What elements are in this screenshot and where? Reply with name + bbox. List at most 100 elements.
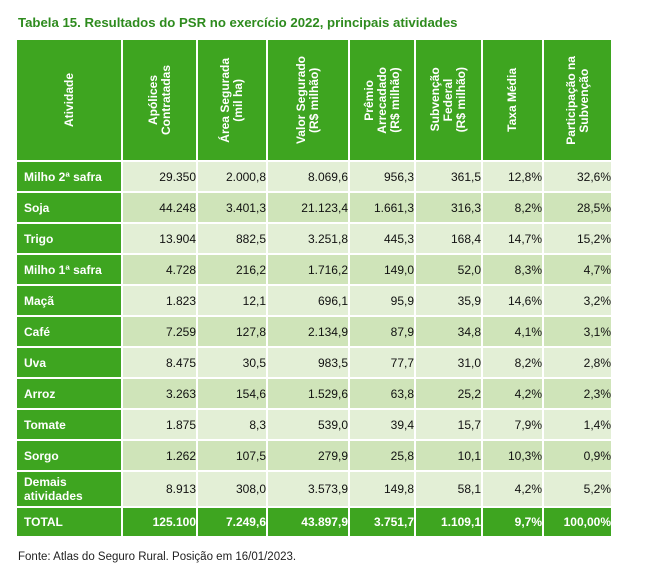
- data-cell: 12,8%: [483, 162, 544, 193]
- data-cell: 35,9: [416, 286, 483, 317]
- source-footnote: Fonte: Atlas do Seguro Rural. Posição em…: [18, 551, 297, 563]
- data-cell: 30,5: [198, 348, 268, 379]
- column-header: Valor Segurado (R$ milhão): [268, 40, 350, 162]
- psr-results-table: Atividade Apólices Contratadas Área Segu…: [17, 40, 611, 538]
- data-cell: 2.134,9: [268, 317, 350, 348]
- column-header: Área Segurada (mil ha): [198, 40, 268, 162]
- data-cell: 1.661,3: [350, 193, 416, 224]
- data-cell: 983,5: [268, 348, 350, 379]
- column-header-label: Participação na Subvenção: [563, 55, 591, 145]
- column-header: Apólices Contratadas: [123, 40, 198, 162]
- data-cell: 1.823: [123, 286, 198, 317]
- data-cell: 2,8%: [544, 348, 611, 379]
- data-cell: 539,0: [268, 410, 350, 441]
- column-header: Taxa Média: [483, 40, 544, 162]
- data-cell: 4,7%: [544, 255, 611, 286]
- data-cell: 4,1%: [483, 317, 544, 348]
- data-cell: 14,7%: [483, 224, 544, 255]
- data-cell: 34,8: [416, 317, 483, 348]
- table-row: Milho 2ª safra 29.350 2.000,8 8.069,6 956,3 3…: [17, 162, 611, 193]
- data-cell: 44.248: [123, 193, 198, 224]
- data-cell: 63,8: [350, 379, 416, 410]
- data-cell: 882,5: [198, 224, 268, 255]
- column-header-label: Atividade: [61, 72, 76, 127]
- total-row: TOTAL 125.100 7.249,6 43.897,9 3.751,7 1…: [17, 508, 611, 538]
- activity-name: Milho 2ª safra: [17, 162, 123, 193]
- total-cell: 1.109,1: [416, 508, 483, 538]
- data-cell: 2,3%: [544, 379, 611, 410]
- data-cell: 149,0: [350, 255, 416, 286]
- activity-name: Maçã: [17, 286, 123, 317]
- data-cell: 154,6: [198, 379, 268, 410]
- data-cell: 8.069,6: [268, 162, 350, 193]
- data-cell: 127,8: [198, 317, 268, 348]
- activity-name: Demais atividades: [17, 472, 123, 508]
- data-cell: 279,9: [268, 441, 350, 472]
- data-cell: 445,3: [350, 224, 416, 255]
- data-cell: 1.716,2: [268, 255, 350, 286]
- data-cell: 8,2%: [483, 193, 544, 224]
- total-cell: 43.897,9: [268, 508, 350, 538]
- table-row: Sorgo 1.262 107,5 279,9 25,8 10,1 10,3% 0,9%: [17, 441, 611, 472]
- column-header-label: Apólices Contratadas: [145, 64, 173, 135]
- data-cell: 5,2%: [544, 472, 611, 508]
- data-cell: 87,9: [350, 317, 416, 348]
- activity-name: Arroz: [17, 379, 123, 410]
- table-row: Milho 1ª safra 4.728 216,2 1.716,2 149,0 52,0…: [17, 255, 611, 286]
- data-cell: 4.728: [123, 255, 198, 286]
- column-header: Subvenção Federal (R$ milhão): [416, 40, 483, 162]
- activity-name: Tomate: [17, 410, 123, 441]
- total-cell: 3.751,7: [350, 508, 416, 538]
- data-cell: 28,5%: [544, 193, 611, 224]
- table-row: Trigo 13.904 882,5 3.251,8 445,3 168,4 14,7% 15…: [17, 224, 611, 255]
- data-cell: 12,1: [198, 286, 268, 317]
- activity-name: Milho 1ª safra: [17, 255, 123, 286]
- data-cell: 15,7: [416, 410, 483, 441]
- data-cell: 3.251,8: [268, 224, 350, 255]
- column-header: Atividade: [17, 40, 123, 162]
- data-cell: 15,2%: [544, 224, 611, 255]
- total-cell: 100,00%: [544, 508, 611, 538]
- data-cell: 77,7: [350, 348, 416, 379]
- total-cell: 125.100: [123, 508, 198, 538]
- data-cell: 10,3%: [483, 441, 544, 472]
- data-cell: 1.529,6: [268, 379, 350, 410]
- data-cell: 14,6%: [483, 286, 544, 317]
- data-cell: 361,5: [416, 162, 483, 193]
- header-row: Atividade Apólices Contratadas Área Segu…: [17, 40, 611, 162]
- data-cell: 696,1: [268, 286, 350, 317]
- column-header: Participação na Subvenção: [544, 40, 611, 162]
- data-cell: 3.573,9: [268, 472, 350, 508]
- data-cell: 3,1%: [544, 317, 611, 348]
- table-row: Café 7.259 127,8 2.134,9 87,9 34,8 4,1% 3,1%: [17, 317, 611, 348]
- data-cell: 3,2%: [544, 286, 611, 317]
- total-cell: 7.249,6: [198, 508, 268, 538]
- table-row: Uva 8.475 30,5 983,5 77,7 31,0 8,2% 2,8%: [17, 348, 611, 379]
- data-cell: 956,3: [350, 162, 416, 193]
- table-body: Milho 2ª safra 29.350 2.000,8 8.069,6 956,3 3…: [17, 162, 611, 508]
- table-row: Soja 44.248 3.401,3 21.123,4 1.661,3 316,3 8,2…: [17, 193, 611, 224]
- column-header: Prêmio Arrecadado (R$ milhão): [350, 40, 416, 162]
- data-cell: 8.475: [123, 348, 198, 379]
- data-cell: 308,0: [198, 472, 268, 508]
- data-cell: 13.904: [123, 224, 198, 255]
- data-cell: 95,9: [350, 286, 416, 317]
- data-cell: 107,5: [198, 441, 268, 472]
- table-row: Arroz 3.263 154,6 1.529,6 63,8 25,2 4,2% 2,3%: [17, 379, 611, 410]
- data-cell: 25,2: [416, 379, 483, 410]
- data-cell: 1,4%: [544, 410, 611, 441]
- data-cell: 2.000,8: [198, 162, 268, 193]
- data-cell: 1.875: [123, 410, 198, 441]
- data-cell: 39,4: [350, 410, 416, 441]
- table-row: Tomate 1.875 8,3 539,0 39,4 15,7 7,9% 1,4%: [17, 410, 611, 441]
- data-cell: 216,2: [198, 255, 268, 286]
- activity-name: Café: [17, 317, 123, 348]
- total-cell: 9,7%: [483, 508, 544, 538]
- column-header-label: Taxa Média: [505, 68, 519, 132]
- data-cell: 1.262: [123, 441, 198, 472]
- column-header-label: Área Segurada (mil ha): [218, 57, 245, 143]
- activity-name: Trigo: [17, 224, 123, 255]
- data-cell: 0,9%: [544, 441, 611, 472]
- data-cell: 316,3: [416, 193, 483, 224]
- total-label: TOTAL: [17, 508, 123, 538]
